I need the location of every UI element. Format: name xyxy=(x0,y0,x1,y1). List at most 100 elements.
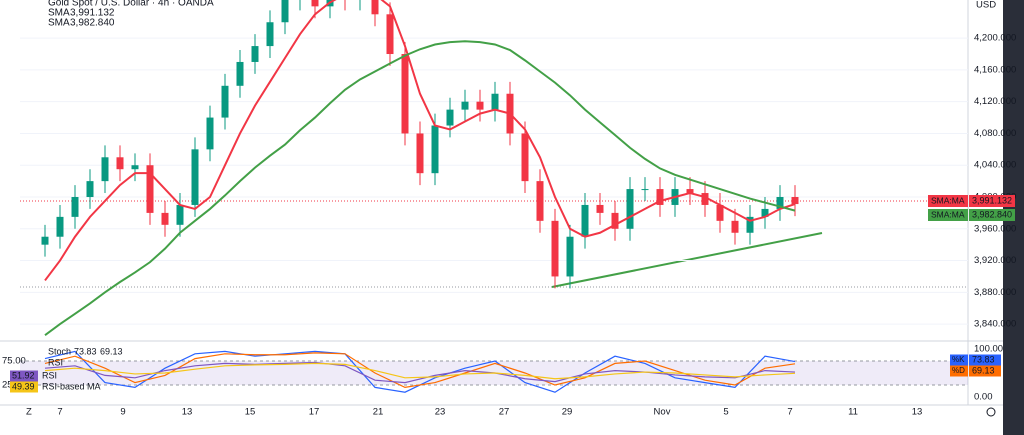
left-name: RSI xyxy=(42,370,57,380)
candle-body xyxy=(446,109,454,126)
left-box xyxy=(10,370,38,382)
candle-body xyxy=(71,197,79,217)
candle-body xyxy=(551,220,559,277)
candle-body xyxy=(266,22,274,47)
candle-body xyxy=(221,85,229,118)
x-tick-label: 21 xyxy=(373,407,384,418)
candle-body xyxy=(581,204,589,237)
value-box xyxy=(969,354,1001,366)
x-tick-label: 7 xyxy=(787,407,792,418)
candle-body xyxy=(641,189,649,191)
candle-body xyxy=(716,204,724,221)
indicator-line xyxy=(44,40,796,337)
tag-label: SMA:MA xyxy=(931,209,965,219)
candle-body xyxy=(161,212,169,225)
y-tick-label: 4,160.000 xyxy=(974,64,1016,75)
candle-body xyxy=(386,14,394,55)
x-tick-label: 13 xyxy=(912,407,923,418)
y-tick-label: 4,080.000 xyxy=(974,128,1016,139)
candle-body xyxy=(371,0,379,15)
candle-body xyxy=(206,117,214,150)
candle-body xyxy=(146,165,154,213)
value-box xyxy=(969,365,1001,377)
candle-body xyxy=(746,216,754,233)
candle-body xyxy=(86,181,94,198)
tag-box xyxy=(928,209,968,221)
left-box xyxy=(10,381,38,393)
candle-body xyxy=(536,181,544,221)
y-tick-label: 4,040.000 xyxy=(974,160,1016,171)
legend-value: 73.83 xyxy=(74,346,97,356)
y-tick-label: 3,920.000 xyxy=(974,255,1016,266)
candle-body xyxy=(461,101,469,110)
y-tick-label: 3,840.000 xyxy=(974,319,1016,330)
candle-body xyxy=(761,208,769,217)
candle-body xyxy=(56,216,64,237)
value-label: 69.13 xyxy=(972,365,995,375)
candle-body xyxy=(116,157,124,170)
y-tick-label: 100.00 xyxy=(974,344,1003,355)
x-tick-label: 15 xyxy=(245,407,256,418)
indicator-line xyxy=(44,0,796,282)
x-tick-label: 7 xyxy=(57,407,62,418)
price-label: 3,991.132 xyxy=(972,195,1012,205)
legend-title: Stoch xyxy=(48,346,71,356)
x-tick-label: 9 xyxy=(120,407,125,418)
legend-value: 3,991.132 xyxy=(70,8,115,19)
settings-icon[interactable] xyxy=(986,407,996,417)
zoom-icon[interactable]: Z xyxy=(26,407,32,418)
candle-body xyxy=(131,165,139,170)
tag-box xyxy=(950,354,968,366)
left-name: RSI-based MA xyxy=(42,381,101,391)
candle-body xyxy=(491,93,499,110)
candle-body xyxy=(596,204,604,213)
legend-value: 3,982.840 xyxy=(70,18,115,29)
candle-body xyxy=(311,0,319,7)
band-label: 75.00 xyxy=(2,356,26,367)
candle-body xyxy=(686,189,694,194)
x-tick-label: Nov xyxy=(654,407,671,418)
legend-name: SMA xyxy=(48,8,70,19)
y-tick-label: 4,200.000 xyxy=(974,33,1016,44)
candle-body xyxy=(731,220,739,233)
candle-body xyxy=(431,125,439,174)
candle-body xyxy=(656,189,664,205)
candle-body xyxy=(236,61,244,86)
legend-value: 69.13 xyxy=(100,346,123,356)
price-box xyxy=(969,209,1015,221)
x-tick-label: 13 xyxy=(182,407,193,418)
candle-body xyxy=(401,54,409,134)
candle-body xyxy=(191,149,199,205)
x-tick-label: 17 xyxy=(309,407,320,418)
x-tick-label: 27 xyxy=(499,407,510,418)
price-box xyxy=(969,195,1015,207)
x-tick-label: 29 xyxy=(562,407,573,418)
candle-body xyxy=(476,101,484,110)
candle-body xyxy=(566,236,574,277)
tag-box xyxy=(928,195,968,207)
x-tick-label: 11 xyxy=(848,407,858,418)
legend-name: RSI xyxy=(48,357,63,367)
tag-label: SMA:MA xyxy=(931,195,965,205)
left-value: 51.92 xyxy=(12,370,35,380)
x-tick-label: 23 xyxy=(435,407,446,418)
left-value: 49.39 xyxy=(12,381,35,391)
candle-body xyxy=(791,197,799,205)
x-tick-label: 5 xyxy=(723,407,728,418)
indicator-line xyxy=(44,362,796,380)
y-tick-label: 0.00 xyxy=(974,392,993,403)
candle-body xyxy=(281,0,289,23)
candle-body xyxy=(101,157,109,182)
candle-body xyxy=(626,189,634,229)
candle-body xyxy=(776,197,784,209)
currency: USD xyxy=(976,0,996,11)
tag-label: %K xyxy=(952,355,965,364)
tag-label: %D xyxy=(952,366,965,375)
tag-box xyxy=(950,365,968,377)
candle-body xyxy=(701,193,709,205)
symbol-title: Gold Spot / U.S. Dollar · 4h · OANDA xyxy=(48,0,214,9)
y-tick-label: 3,960.000 xyxy=(974,223,1016,234)
candle-body xyxy=(416,133,424,174)
